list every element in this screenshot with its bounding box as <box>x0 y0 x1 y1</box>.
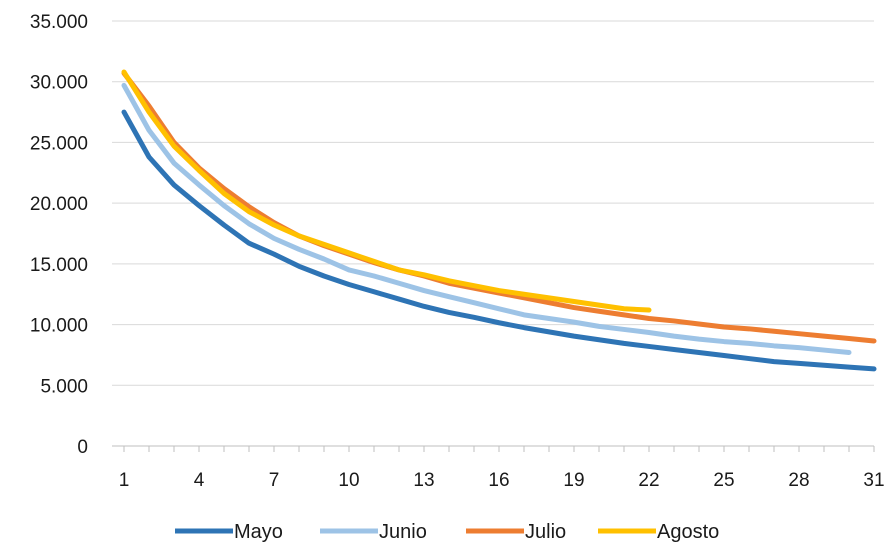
y-tick-label: 5.000 <box>40 376 88 397</box>
legend-label-julio: Julio <box>525 521 566 543</box>
legend-label-mayo: Mayo <box>234 521 283 543</box>
x-tick-label: 4 <box>194 470 205 491</box>
legend: Mayo Junio Julio Agosto <box>175 521 719 543</box>
x-tick-label: 10 <box>338 470 359 491</box>
series-line-agosto <box>121 69 652 313</box>
x-tick-label: 13 <box>413 470 434 491</box>
x-tick-label: 1 <box>119 470 130 491</box>
x-tick-label: 28 <box>788 470 809 491</box>
x-axis-tick-marks <box>123 446 875 452</box>
series-line-junio <box>121 82 852 355</box>
x-tick-label: 25 <box>713 470 734 491</box>
y-axis-tick-labels: 0 5.000 10.000 15.000 20.000 25.000 30.000 35.0… <box>30 12 88 458</box>
y-tick-label: 25.000 <box>30 133 88 154</box>
y-tick-label: 20.000 <box>30 194 88 215</box>
x-tick-label: 7 <box>269 470 280 491</box>
y-tick-label: 35.000 <box>30 12 88 33</box>
legend-label-agosto: Agosto <box>657 521 719 543</box>
series-line-mayo <box>121 109 877 372</box>
y-tick-label: 15.000 <box>30 255 88 276</box>
series-line-julio <box>121 70 877 344</box>
legend-label-junio: Junio <box>379 521 427 543</box>
x-axis-tick-labels: 1 4 7 10 13 16 19 22 25 28 31 <box>119 470 884 491</box>
x-tick-label: 31 <box>863 470 884 491</box>
series-lines <box>121 69 877 372</box>
x-tick-label: 22 <box>638 470 659 491</box>
x-tick-label: 19 <box>563 470 584 491</box>
x-tick-label: 16 <box>488 470 509 491</box>
y-tick-label: 10.000 <box>30 316 88 337</box>
y-tick-label: 0 <box>77 437 88 458</box>
y-tick-label: 30.000 <box>30 73 88 94</box>
